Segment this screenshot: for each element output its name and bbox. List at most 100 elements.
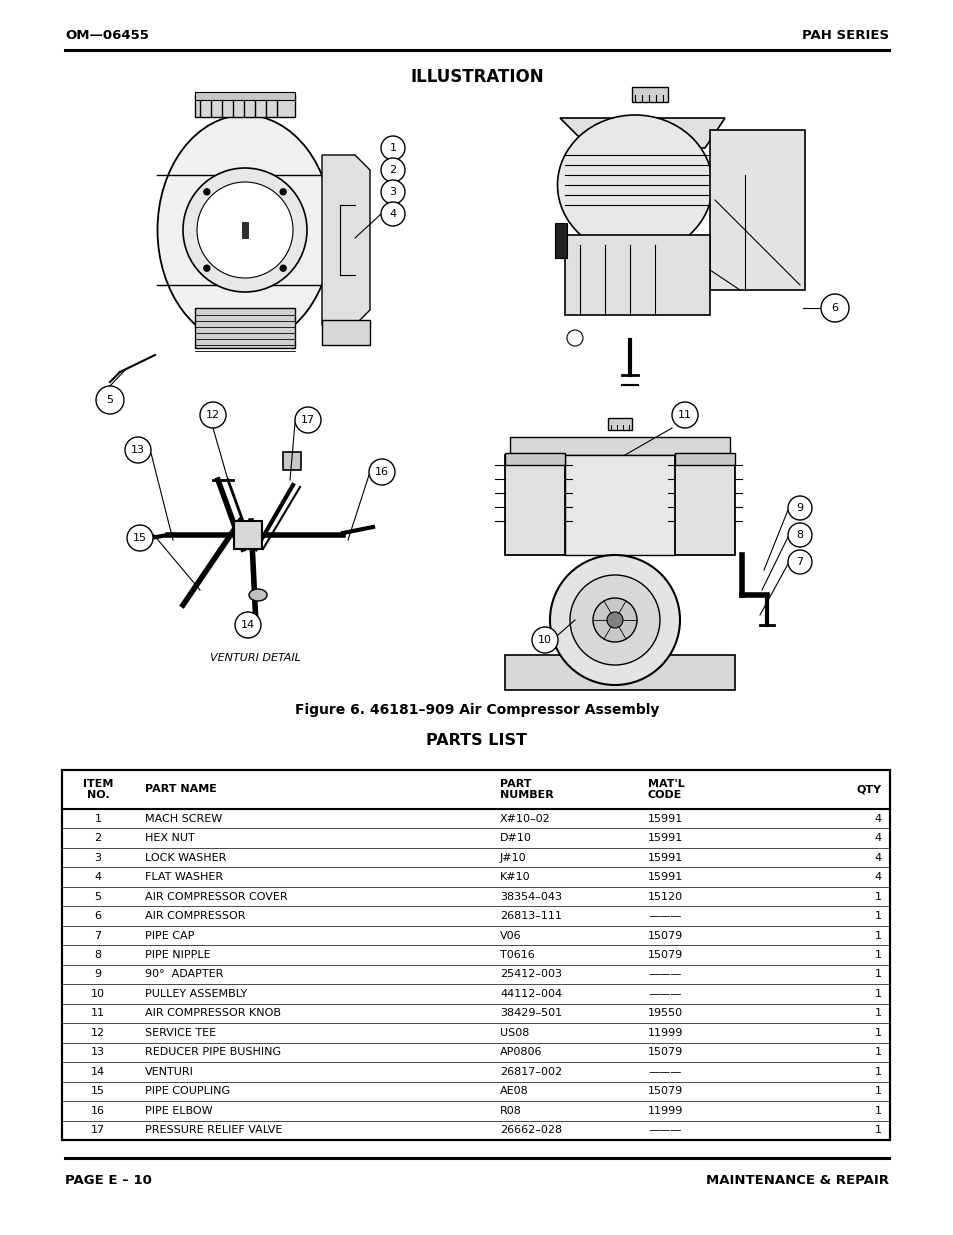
Circle shape bbox=[787, 550, 811, 574]
Text: Figure 6. 46181–909 Air Compressor Assembly: Figure 6. 46181–909 Air Compressor Assem… bbox=[294, 703, 659, 718]
Circle shape bbox=[671, 403, 698, 429]
Circle shape bbox=[204, 266, 210, 272]
Circle shape bbox=[566, 330, 582, 346]
Circle shape bbox=[280, 266, 286, 272]
Text: PART
NUMBER: PART NUMBER bbox=[499, 779, 553, 800]
Ellipse shape bbox=[249, 589, 267, 601]
Text: X#10–02: X#10–02 bbox=[499, 814, 550, 824]
Bar bbox=[504, 453, 564, 466]
Text: MACH SCREW: MACH SCREW bbox=[145, 814, 222, 824]
Text: 16: 16 bbox=[91, 1105, 105, 1115]
Text: 11: 11 bbox=[678, 410, 691, 420]
Circle shape bbox=[369, 459, 395, 485]
Text: 15991: 15991 bbox=[647, 834, 682, 844]
Text: 25412–003: 25412–003 bbox=[499, 969, 561, 979]
Ellipse shape bbox=[157, 115, 333, 345]
Text: 12: 12 bbox=[206, 410, 220, 420]
Text: 1: 1 bbox=[874, 989, 882, 999]
Text: PART NAME: PART NAME bbox=[145, 784, 216, 794]
Text: PULLEY ASSEMBLY: PULLEY ASSEMBLY bbox=[145, 989, 247, 999]
Text: VENTURI DETAIL: VENTURI DETAIL bbox=[210, 653, 300, 663]
Text: ILLUSTRATION: ILLUSTRATION bbox=[410, 68, 543, 86]
Text: 19550: 19550 bbox=[647, 1009, 682, 1019]
Bar bbox=[631, 86, 667, 103]
Circle shape bbox=[380, 180, 405, 204]
Bar bbox=[194, 308, 294, 348]
Text: 1: 1 bbox=[874, 1009, 882, 1019]
Text: T0616: T0616 bbox=[499, 950, 535, 960]
Text: 15991: 15991 bbox=[647, 814, 682, 824]
Bar bbox=[564, 235, 709, 315]
Text: OM—06455: OM—06455 bbox=[65, 28, 149, 42]
Text: 26813–111: 26813–111 bbox=[499, 911, 561, 921]
Text: 4: 4 bbox=[874, 814, 882, 824]
Text: 1: 1 bbox=[874, 1067, 882, 1077]
Text: 17: 17 bbox=[300, 415, 314, 425]
Text: 16: 16 bbox=[375, 467, 389, 477]
Bar bbox=[194, 91, 294, 100]
Text: 14: 14 bbox=[91, 1067, 105, 1077]
Text: 1: 1 bbox=[94, 814, 101, 824]
Text: 1: 1 bbox=[874, 1125, 882, 1135]
Circle shape bbox=[787, 496, 811, 520]
Text: ITEM
NO.: ITEM NO. bbox=[83, 779, 113, 800]
Text: PAGE E – 10: PAGE E – 10 bbox=[65, 1173, 152, 1187]
Text: PRESSURE RELIEF VALVE: PRESSURE RELIEF VALVE bbox=[145, 1125, 282, 1135]
Text: FLAT WASHER: FLAT WASHER bbox=[145, 872, 223, 882]
Text: 15991: 15991 bbox=[647, 852, 682, 862]
Polygon shape bbox=[322, 156, 370, 325]
Text: PIPE NIPPLE: PIPE NIPPLE bbox=[145, 950, 211, 960]
Bar bbox=[194, 95, 294, 117]
Text: QTY: QTY bbox=[856, 784, 882, 794]
Text: 38429–501: 38429–501 bbox=[499, 1009, 561, 1019]
Text: 2: 2 bbox=[389, 165, 396, 175]
Text: AE08: AE08 bbox=[499, 1087, 528, 1097]
Bar bbox=[242, 222, 248, 238]
Text: 15: 15 bbox=[132, 534, 147, 543]
Circle shape bbox=[200, 403, 226, 429]
Text: PIPE CAP: PIPE CAP bbox=[145, 930, 194, 941]
Text: 15991: 15991 bbox=[647, 872, 682, 882]
Circle shape bbox=[183, 168, 307, 291]
Circle shape bbox=[569, 576, 659, 664]
Text: 15079: 15079 bbox=[647, 930, 682, 941]
Text: 8: 8 bbox=[94, 950, 101, 960]
Text: 15079: 15079 bbox=[647, 1087, 682, 1097]
Text: 17: 17 bbox=[91, 1125, 105, 1135]
Text: ———: ——— bbox=[647, 989, 680, 999]
Circle shape bbox=[532, 627, 558, 653]
Text: J#10: J#10 bbox=[499, 852, 526, 862]
Text: MAT'L
CODE: MAT'L CODE bbox=[647, 779, 684, 800]
Bar bbox=[504, 454, 564, 555]
Circle shape bbox=[280, 189, 286, 195]
Text: 4: 4 bbox=[874, 834, 882, 844]
Text: SERVICE TEE: SERVICE TEE bbox=[145, 1028, 216, 1037]
Text: 4: 4 bbox=[874, 872, 882, 882]
Text: 2: 2 bbox=[94, 834, 101, 844]
Text: PIPE ELBOW: PIPE ELBOW bbox=[145, 1105, 213, 1115]
Text: 15079: 15079 bbox=[647, 950, 682, 960]
Text: 26817–002: 26817–002 bbox=[499, 1067, 561, 1077]
Circle shape bbox=[234, 613, 261, 638]
Bar bbox=[607, 417, 631, 430]
Circle shape bbox=[821, 294, 848, 322]
Text: 15120: 15120 bbox=[647, 892, 682, 902]
Circle shape bbox=[196, 182, 293, 278]
Text: 10: 10 bbox=[537, 635, 552, 645]
Text: AIR COMPRESSOR: AIR COMPRESSOR bbox=[145, 911, 245, 921]
Circle shape bbox=[606, 613, 622, 629]
Circle shape bbox=[96, 387, 124, 414]
Text: 7: 7 bbox=[796, 557, 802, 567]
Text: 1: 1 bbox=[874, 1047, 882, 1057]
Text: 14: 14 bbox=[241, 620, 254, 630]
Circle shape bbox=[380, 136, 405, 161]
Text: 1: 1 bbox=[874, 1105, 882, 1115]
Circle shape bbox=[380, 158, 405, 182]
Text: 15: 15 bbox=[91, 1087, 105, 1097]
Text: 5: 5 bbox=[94, 892, 101, 902]
Text: 6: 6 bbox=[831, 303, 838, 312]
Text: 4: 4 bbox=[874, 852, 882, 862]
Text: 15079: 15079 bbox=[647, 1047, 682, 1057]
Text: 1: 1 bbox=[389, 143, 396, 153]
Text: PAH SERIES: PAH SERIES bbox=[801, 28, 888, 42]
